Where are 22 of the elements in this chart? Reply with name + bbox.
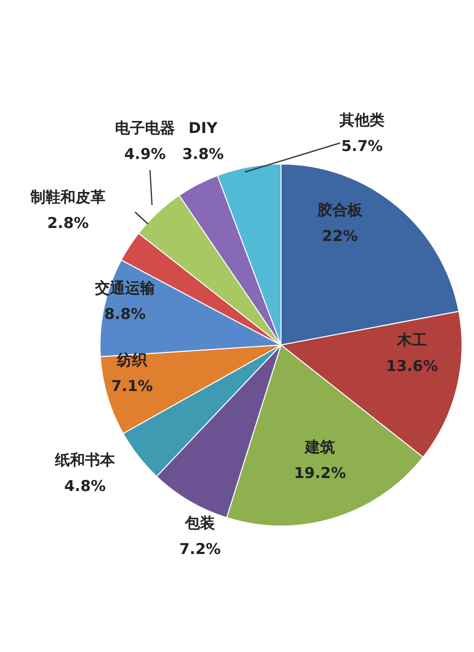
data-label: 8.8%	[104, 305, 146, 323]
data-label: 5.7%	[341, 137, 383, 155]
data-label: 2.8%	[47, 214, 89, 232]
slice-label: 纸和书本	[54, 451, 116, 469]
slice-label: 其他类	[338, 111, 384, 129]
slice-label: 包装	[184, 514, 215, 532]
slice-label: 交通运输	[94, 279, 156, 297]
data-label: 7.1%	[111, 377, 153, 395]
slice-label: 胶合板	[316, 201, 364, 219]
slice-label: 木工	[396, 331, 427, 349]
data-label: 13.6%	[386, 357, 438, 375]
data-label: 19.2%	[294, 464, 346, 482]
data-label: 22%	[322, 227, 358, 245]
data-label: 4.9%	[124, 145, 166, 163]
data-label: 3.8%	[182, 145, 224, 163]
slice-label: 制鞋和皮革	[30, 188, 106, 206]
slice-label: DIY	[188, 119, 219, 137]
data-label: 7.2%	[179, 540, 221, 558]
slice-label: 建筑	[304, 438, 335, 456]
slice-label: 纺织	[116, 351, 148, 369]
data-label: 4.8%	[64, 477, 106, 495]
slice-label: 电子电器	[115, 119, 175, 137]
